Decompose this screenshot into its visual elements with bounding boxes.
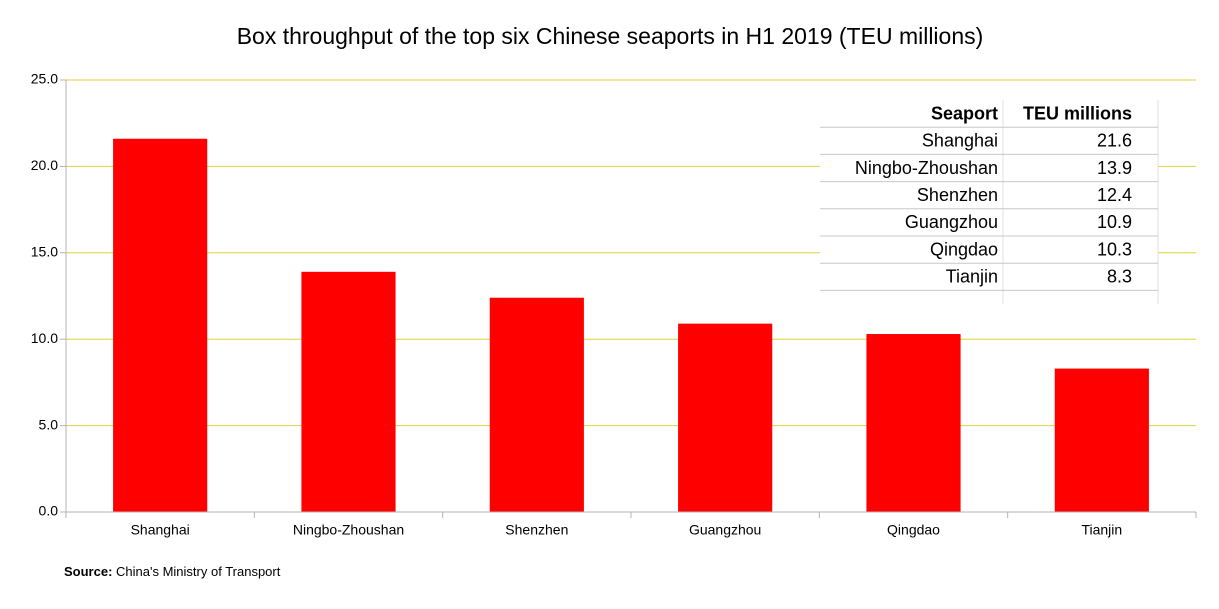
table-seaport: Shanghai (922, 131, 998, 151)
table-background (820, 100, 1158, 305)
chart-title: Box throughput of the top six Chinese se… (237, 23, 984, 49)
bar (489, 297, 584, 512)
y-tick-label: 25.0 (31, 71, 58, 87)
table-value: 12.4 (1097, 185, 1132, 205)
x-tick-label: Shenzhen (505, 522, 568, 538)
x-tick-label: Shanghai (131, 522, 190, 538)
table-value: 10.9 (1097, 212, 1132, 232)
bar (1054, 368, 1149, 512)
table-seaport: Guangzhou (905, 212, 998, 232)
table-value: 10.3 (1097, 239, 1132, 259)
table-header: TEU millions (1023, 103, 1132, 123)
bar (301, 271, 396, 512)
bar (113, 138, 208, 512)
x-tick-label: Ningbo-Zhoushan (293, 522, 404, 538)
y-tick-label: 15.0 (31, 244, 58, 260)
table-value: 8.3 (1107, 267, 1132, 287)
table-header: Seaport (931, 103, 998, 123)
y-tick-label: 5.0 (39, 416, 59, 432)
table-seaport: Tianjin (946, 267, 998, 287)
x-tick-label: Tianjin (1081, 522, 1122, 538)
source-text: China's Ministry of Transport (116, 564, 281, 579)
source-note: Source: China's Ministry of Transport (64, 564, 281, 579)
table-seaport: Qingdao (930, 239, 998, 259)
table-seaport: Ningbo-Zhoushan (855, 158, 998, 178)
x-tick-label: Guangzhou (689, 522, 761, 538)
x-tick-label: Qingdao (887, 522, 940, 538)
table-seaport: Shenzhen (917, 185, 998, 205)
table-value: 21.6 (1097, 131, 1132, 151)
source-label: Source: (64, 564, 112, 579)
table-value: 13.9 (1097, 158, 1132, 178)
bar (678, 323, 773, 512)
y-tick-label: 0.0 (39, 503, 59, 519)
y-tick-label: 10.0 (31, 330, 58, 346)
bar (866, 334, 961, 512)
y-tick-label: 20.0 (31, 157, 58, 173)
